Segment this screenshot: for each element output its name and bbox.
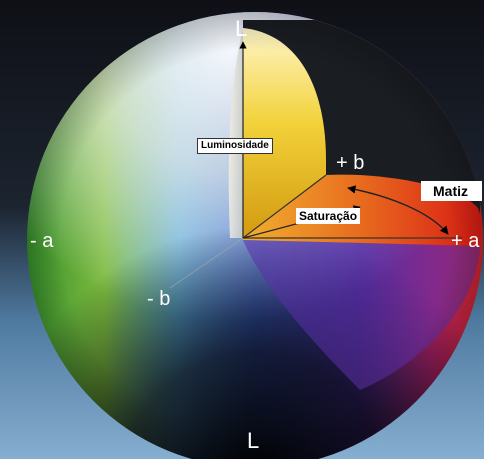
b-axis-line <box>242 174 327 239</box>
plus-a-label: + a <box>451 230 480 252</box>
minus-a-label: - a <box>30 230 54 252</box>
plus-b-label: + b <box>336 152 365 174</box>
hue-arc <box>347 185 449 235</box>
matiz-label: Matiz <box>421 181 482 201</box>
luminosidade-label: Luminosidade <box>197 138 273 154</box>
minus-b-axis-line <box>169 237 244 289</box>
l-bottom-label: L <box>247 428 260 453</box>
l-top-label: L <box>235 16 248 41</box>
sphere-body <box>27 12 483 459</box>
minus-b-label: - b <box>147 288 171 310</box>
saturacao-label: Saturação <box>296 208 361 224</box>
